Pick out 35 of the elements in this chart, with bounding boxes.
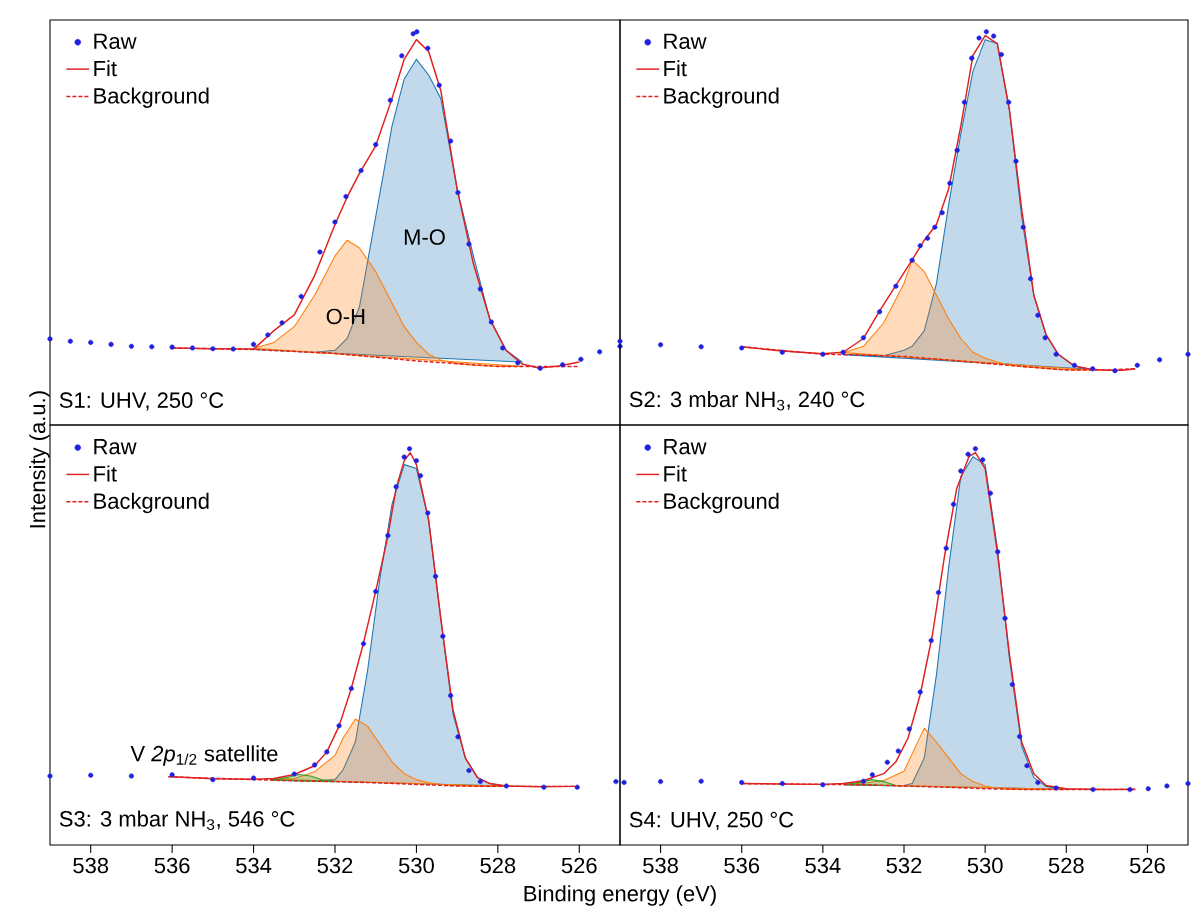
legend-label: Raw [664,33,707,50]
legend-label: Fit [94,465,117,482]
x-tick-label: 532 [886,857,922,874]
x-tick-label: 536 [724,857,760,874]
legend-label: Raw [94,439,137,455]
annotation: V 2p$_{1/2}$ satellite [130,745,278,766]
x-tick-label: 530 [398,857,434,874]
x-tick-label: 534 [805,857,841,874]
x-tick-label: 532 [317,857,353,874]
x-tick-label: 536 [154,857,190,874]
x-tick-label: 526 [1129,857,1165,874]
text: S2: 3 mbar NH$_{3}$, 240 °C [629,391,865,411]
y-axis-title: Intensity (a.u.) [29,391,50,528]
annotation: O-H [326,308,365,325]
legend-label: Background [94,492,209,514]
x-tick-label: 526 [561,857,597,874]
x-tick-label: 530 [967,857,1003,874]
x-axis-title: Binding energy (eV) [524,885,716,906]
legend-label: Raw [664,439,707,455]
x-tick-label: 528 [480,857,516,874]
x-tick-label: 538 [73,857,109,874]
legend-label: Fit [664,60,687,77]
text: S1: UHV, 250 °C [59,392,224,411]
legend-label: Fit [94,60,117,77]
legend-label: Background [664,492,779,514]
legend-label: Background [664,87,779,108]
text: S4: UHV, 250 °C [629,811,794,831]
text: S3: 3 mbar NH$_{3}$, 546 °C [59,810,295,831]
x-tick-label: 528 [1048,857,1084,874]
legend-label: Fit [664,465,687,482]
legend-label: Background [94,87,209,108]
x-tick-label: 534 [236,857,272,874]
x-tick-label: 538 [643,857,678,874]
annotation: M-O [404,229,445,245]
legend-label: Raw [94,33,137,50]
